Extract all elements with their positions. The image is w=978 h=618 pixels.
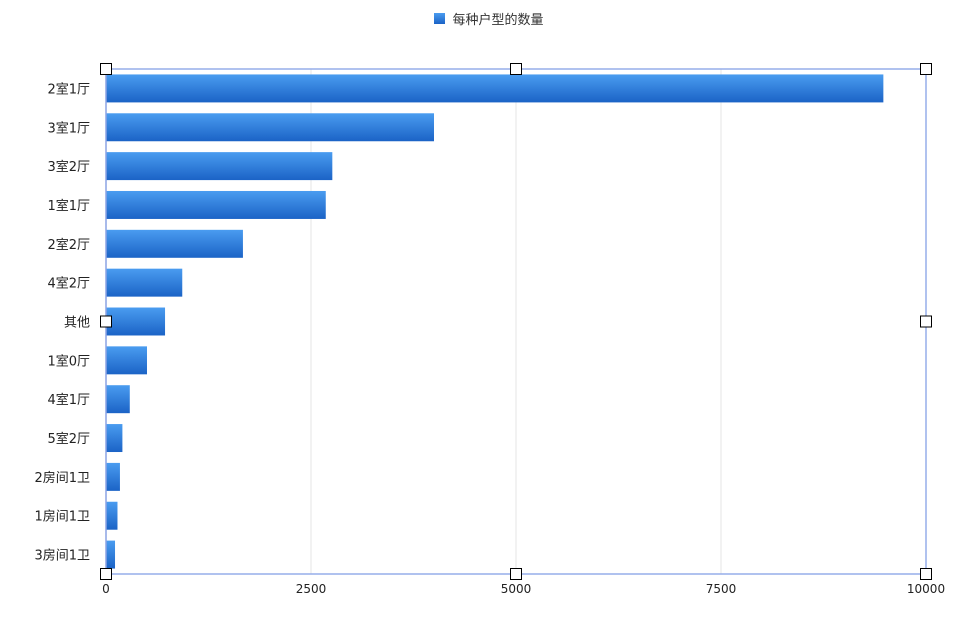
y-category-label: 1室1厅 xyxy=(47,198,90,214)
resize-handle-nw[interactable] xyxy=(100,63,112,75)
resize-handle-n[interactable] xyxy=(510,63,522,75)
x-tick-label: 2500 xyxy=(296,582,327,596)
legend: 每种户型的数量 xyxy=(0,8,978,28)
legend-swatch xyxy=(434,12,446,24)
y-category-label: 其他 xyxy=(64,316,90,331)
resize-handle-w[interactable] xyxy=(100,315,112,328)
bar xyxy=(106,152,333,181)
legend-label: 每种户型的数量 xyxy=(452,12,544,28)
y-category-label: 3室1厅 xyxy=(47,120,90,136)
bar xyxy=(106,307,166,336)
y-category-label: 2室1厅 xyxy=(47,81,90,97)
y-category-label: 4室1厅 xyxy=(47,392,90,408)
y-category-label: 2室2厅 xyxy=(47,237,90,253)
bar xyxy=(106,385,130,414)
y-category-label: 5室2厅 xyxy=(47,431,90,447)
bar xyxy=(106,540,116,569)
bar xyxy=(106,462,120,491)
bar xyxy=(106,501,118,530)
x-tick-label: 10000 xyxy=(907,582,945,596)
y-category-label: 2房间1卫 xyxy=(34,470,90,486)
x-tick-label: 7500 xyxy=(706,582,737,596)
y-category-label: 1房间1卫 xyxy=(34,509,90,525)
bar xyxy=(106,190,326,219)
y-category-label: 3室2厅 xyxy=(47,159,90,175)
x-tick-label: 5000 xyxy=(501,582,532,596)
bar xyxy=(106,113,434,142)
bar xyxy=(106,424,123,453)
resize-handle-sw[interactable] xyxy=(100,568,112,580)
bar xyxy=(106,229,243,258)
resize-handle-se[interactable] xyxy=(920,568,932,580)
y-category-label: 3房间1卫 xyxy=(34,548,90,564)
bar xyxy=(106,74,884,103)
y-category-label: 1室0厅 xyxy=(47,353,90,369)
resize-handle-s[interactable] xyxy=(510,568,522,580)
resize-handle-e[interactable] xyxy=(920,315,932,328)
y-category-label: 4室2厅 xyxy=(47,276,90,292)
resize-handle-ne[interactable] xyxy=(920,63,932,75)
bar xyxy=(106,268,183,297)
bar xyxy=(106,346,147,375)
x-tick-label: 0 xyxy=(102,582,110,596)
